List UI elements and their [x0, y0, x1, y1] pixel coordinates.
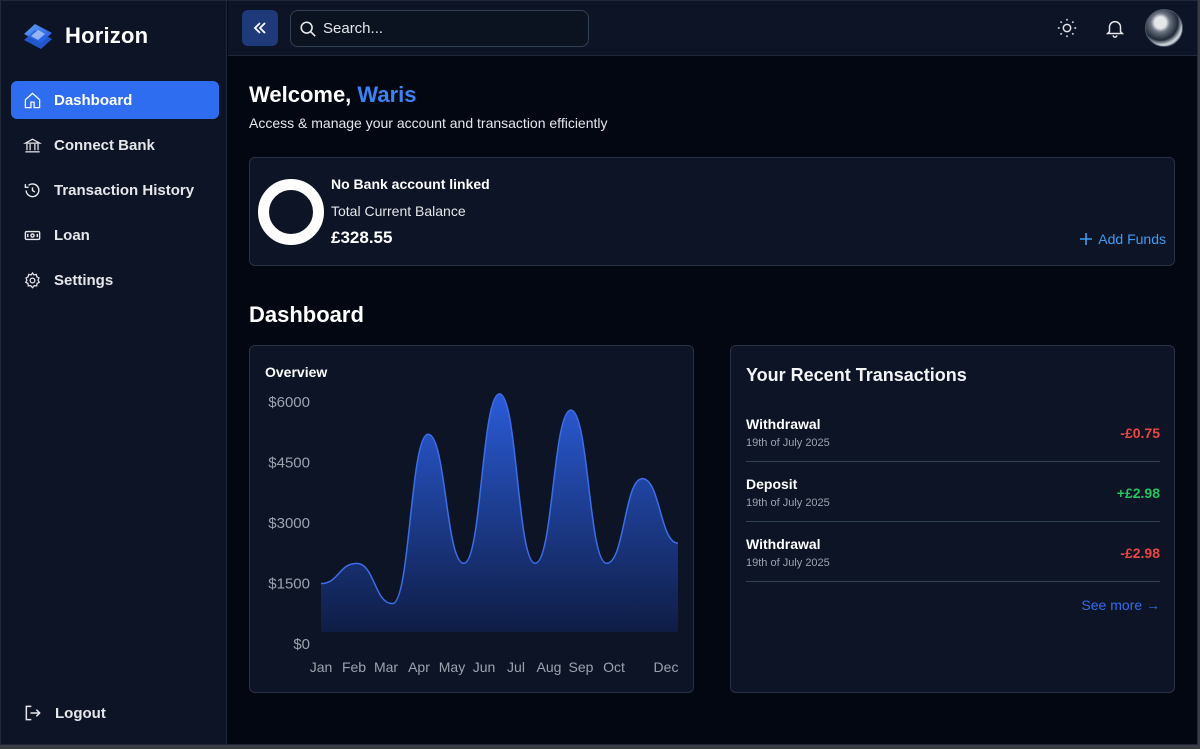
search-icon — [300, 20, 316, 37]
chart-line — [320, 393, 679, 605]
transaction-date: 19th of July 2025 — [746, 557, 830, 569]
sidebar-item-connect-bank[interactable]: Connect Bank — [11, 126, 219, 164]
gear-icon — [24, 271, 41, 289]
transaction-amount: -£0.75 — [1120, 425, 1160, 441]
sidebar-item-label: Settings — [54, 271, 114, 289]
see-more-link[interactable]: See more → — [1081, 597, 1160, 613]
y-tick-label: $6000 — [268, 394, 310, 411]
sidebar-item-label: Transaction History — [54, 181, 195, 199]
transaction-type: Deposit — [746, 476, 798, 492]
add-funds-label: Add Funds — [1098, 231, 1166, 247]
balance-value: £328.55 — [331, 228, 393, 247]
sidebar: Horizon Dashboard Connect Bank Transacti… — [1, 1, 227, 744]
chevrons-left-icon — [253, 22, 266, 34]
logout-label: Logout — [55, 704, 106, 722]
transaction-type: Withdrawal — [746, 536, 821, 552]
transaction-row[interactable]: Withdrawal 19th of July 2025 -£2.98 — [746, 522, 1160, 582]
transaction-date: 19th of July 2025 — [746, 437, 830, 449]
welcome-subtitle: Access & manage your account and transac… — [249, 115, 608, 131]
balance-card: No Bank account linked Total Current Bal… — [249, 157, 1175, 266]
history-icon — [24, 182, 40, 197]
sidebar-item-transaction-history[interactable]: Transaction History — [11, 171, 219, 209]
bank-status: No Bank account linked — [331, 176, 490, 192]
y-tick-label: $0 — [293, 636, 310, 653]
cash-icon — [24, 230, 41, 240]
transaction-amount: -£2.98 — [1120, 545, 1160, 561]
y-tick-label: $4500 — [268, 455, 310, 472]
search-input[interactable] — [323, 20, 573, 37]
sidebar-item-label: Dashboard — [54, 91, 133, 109]
x-tick-label: Feb — [342, 659, 366, 675]
x-tick-label: May — [439, 659, 465, 675]
x-tick-label: Mar — [374, 659, 398, 675]
x-tick-label: Jan — [310, 659, 333, 675]
transaction-row[interactable]: Deposit 19th of July 2025 +£2.98 — [746, 462, 1160, 522]
transactions-list: Withdrawal 19th of July 2025 -£0.75 Depo… — [746, 402, 1160, 582]
x-tick-label: Aug — [537, 659, 562, 675]
x-tick-label: Dec — [654, 659, 679, 675]
x-tick-label: Oct — [603, 659, 625, 675]
sidebar-item-settings[interactable]: Settings — [11, 261, 219, 299]
x-tick-label: Sep — [569, 659, 594, 675]
dashboard-title: Dashboard — [249, 302, 364, 327]
bank-icon — [23, 137, 42, 152]
sun-icon[interactable] — [1056, 17, 1078, 39]
transaction-row[interactable]: Withdrawal 19th of July 2025 -£0.75 — [746, 402, 1160, 462]
home-icon — [24, 92, 41, 108]
balance-label: Total Current Balance — [331, 203, 466, 219]
y-tick-label: $3000 — [268, 515, 310, 532]
x-tick-label: Jul — [507, 659, 525, 675]
avatar[interactable] — [1145, 9, 1183, 47]
sidebar-item-loan[interactable]: Loan — [11, 216, 219, 254]
recent-transactions-card: Your Recent Transactions Withdrawal 19th… — [730, 345, 1175, 693]
bell-icon[interactable] — [1104, 17, 1126, 39]
transactions-title: Your Recent Transactions — [746, 365, 967, 385]
logout-button[interactable]: Logout — [23, 699, 106, 727]
logout-icon — [25, 705, 41, 721]
horizon-logo-icon — [24, 24, 52, 49]
sidebar-item-label: Connect Bank — [54, 136, 155, 154]
chart-title: Overview — [265, 364, 328, 380]
app-logo[interactable]: Horizon — [21, 19, 148, 53]
x-tick-label: Jun — [473, 659, 496, 675]
plus-icon — [1080, 233, 1093, 245]
add-funds-button[interactable]: Add Funds — [1079, 231, 1166, 247]
sidebar-nav: Dashboard Connect Bank Transaction Histo… — [11, 81, 219, 306]
overview-card: Overview $6000 $4500 $3000 $1500 $0 Jan Feb Mar… — [249, 345, 694, 693]
transaction-date: 19th of July 2025 — [746, 497, 830, 509]
top-bar — [228, 1, 1197, 56]
chart-area — [321, 393, 678, 632]
main-content: Welcome, Waris Access & manage your acco… — [228, 57, 1197, 744]
app-name: Horizon — [65, 23, 149, 48]
x-tick-label: Apr — [408, 659, 430, 675]
collapse-sidebar-button[interactable] — [242, 10, 278, 46]
search-box[interactable] — [290, 10, 589, 47]
y-tick-label: $1500 — [268, 576, 310, 593]
welcome-heading: Welcome, Waris — [249, 82, 417, 108]
sidebar-item-dashboard[interactable]: Dashboard — [11, 81, 219, 119]
user-name: Waris — [357, 82, 417, 107]
sidebar-item-label: Loan — [54, 226, 90, 244]
transaction-type: Withdrawal — [746, 416, 821, 432]
balance-ring-chart — [258, 179, 324, 245]
transaction-amount: +£2.98 — [1116, 485, 1160, 501]
welcome-greeting: Welcome, — [249, 82, 358, 107]
